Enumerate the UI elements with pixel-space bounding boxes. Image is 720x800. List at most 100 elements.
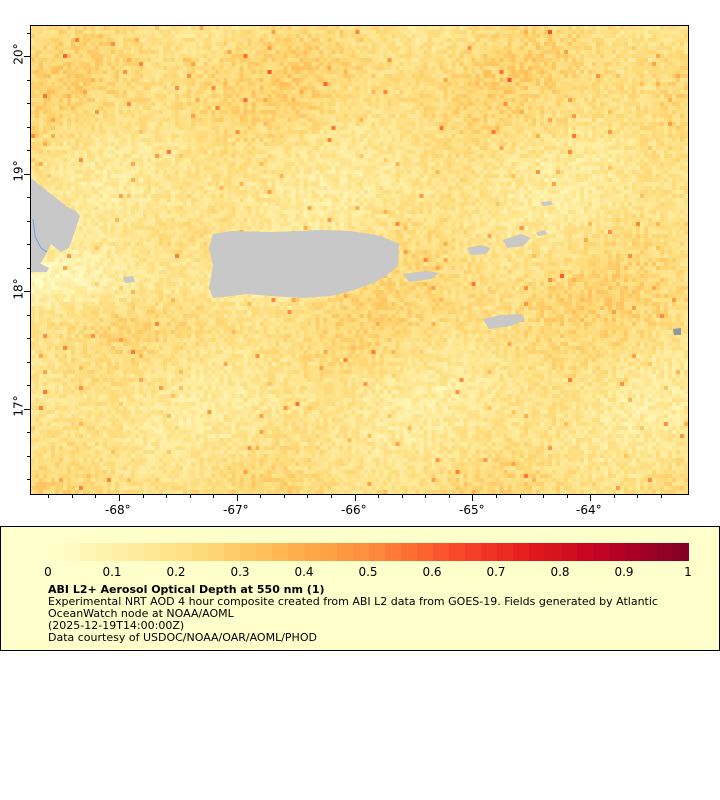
axis-tick xyxy=(449,494,450,498)
colorbar-segment xyxy=(112,543,129,561)
colorbar-segment xyxy=(256,543,273,561)
legend-time: (2025-12-19T14:00:00Z) xyxy=(48,619,185,632)
axis-tick xyxy=(661,494,662,498)
colorbar-segment xyxy=(144,543,161,561)
land-hispaniola xyxy=(31,178,80,268)
colorbar-segment xyxy=(673,543,690,561)
colorbar-segment xyxy=(561,543,578,561)
colorbar-tick-label: 0.8 xyxy=(550,565,570,579)
land-hispaniola-south xyxy=(31,262,49,272)
lon-tick-label: -65° xyxy=(459,503,485,517)
land-anegada xyxy=(541,201,553,206)
colorbar-segment xyxy=(224,543,241,561)
lon-tick-label: -66° xyxy=(341,503,367,517)
lat-tick-label: 18° xyxy=(11,278,26,300)
legend-title: ABI L2+ Aerosol Optical Depth at 550 nm … xyxy=(48,583,325,596)
colorbar-tick-label: 0.4 xyxy=(294,565,314,579)
axis-tick xyxy=(27,385,31,386)
land-vieques xyxy=(403,271,439,282)
axis-tick xyxy=(24,291,31,292)
colorbar-segment xyxy=(304,543,321,561)
axis-tick xyxy=(27,244,31,245)
legend-panel: 0 0.1 0.2 0.3 0.4 0.5 0.6 0.7 0.8 0.9 1 ABI L2+ Ae… xyxy=(0,526,720,651)
axis-tick xyxy=(27,456,31,457)
axis-tick xyxy=(27,127,31,128)
colorbar-segment xyxy=(80,543,97,561)
colorbar-segment xyxy=(480,543,497,561)
colorbar-segment xyxy=(368,543,385,561)
axis-tick xyxy=(27,315,31,316)
colorbar-tick-label: 0.1 xyxy=(102,565,122,579)
colorbar xyxy=(48,543,690,561)
axis-tick xyxy=(307,494,308,498)
colorbar-tick-label: 0.3 xyxy=(230,565,250,579)
lat-tick-label: 19° xyxy=(11,160,26,182)
colorbar-segment xyxy=(625,543,642,561)
colorbar-segment xyxy=(609,543,626,561)
colorbar-segment xyxy=(416,543,433,561)
axis-tick xyxy=(166,494,167,498)
axis-tick xyxy=(48,494,49,498)
land-mona xyxy=(123,276,135,283)
axis-tick xyxy=(72,494,73,498)
lon-tick-label: -68° xyxy=(105,503,131,517)
colorbar-segment xyxy=(448,543,465,561)
axis-tick xyxy=(260,494,261,498)
legend-credit: Data courtesy of USDOC/NOAA/OAR/AOML/PHO… xyxy=(48,631,317,644)
colorbar-segment xyxy=(48,543,65,561)
axis-tick xyxy=(24,409,31,410)
axis-tick xyxy=(27,362,31,363)
colorbar-segment xyxy=(528,543,545,561)
axis-tick xyxy=(24,174,31,175)
colorbar-segment xyxy=(192,543,209,561)
lon-tick-label: -67° xyxy=(223,503,249,517)
axis-tick xyxy=(496,494,497,498)
axis-tick xyxy=(637,494,638,498)
axis-tick xyxy=(27,221,31,222)
legend-description: Experimental NRT AOD 4 hour composite cr… xyxy=(48,595,658,608)
axis-tick xyxy=(213,494,214,498)
colorbar-segment xyxy=(176,543,193,561)
colorbar-segment xyxy=(208,543,225,561)
colorbar-tick-label: 0.6 xyxy=(422,565,442,579)
axis-tick xyxy=(27,268,31,269)
colorbar-segment xyxy=(352,543,369,561)
axis-tick xyxy=(567,494,568,498)
land-mask xyxy=(31,178,681,335)
colorbar-segment xyxy=(577,543,594,561)
axis-tick xyxy=(331,494,332,498)
colorbar-segment xyxy=(496,543,513,561)
colorbar-segment xyxy=(641,543,658,561)
land-virgin-islands-2 xyxy=(503,234,531,248)
land-anguilla xyxy=(673,328,681,335)
lat-tick-label: 17° xyxy=(11,395,26,417)
axis-tick xyxy=(520,494,521,498)
axis-tick xyxy=(237,494,238,501)
colorbar-segment xyxy=(432,543,449,561)
axis-tick xyxy=(27,33,31,34)
axis-tick xyxy=(190,494,191,498)
land-puerto-rico xyxy=(209,230,399,298)
colorbar-segment xyxy=(128,543,145,561)
axis-tick xyxy=(143,494,144,498)
axis-tick xyxy=(27,103,31,104)
colorbar-segment xyxy=(96,543,113,561)
axis-tick xyxy=(24,56,31,57)
axis-tick xyxy=(590,494,591,501)
axis-tick xyxy=(284,494,285,498)
axis-tick xyxy=(543,494,544,498)
colorbar-tick-label: 0 xyxy=(44,565,52,579)
colorbar-tick-label: 0.5 xyxy=(358,565,378,579)
axis-tick xyxy=(472,494,473,501)
axis-tick xyxy=(27,197,31,198)
legend-description-cont: OceanWatch node at NOAA/AOML xyxy=(48,607,234,620)
axis-tick xyxy=(27,150,31,151)
axis-tick xyxy=(27,479,31,480)
colorbar-tick-label: 0.9 xyxy=(614,565,634,579)
colorbar-tick-label: 0.2 xyxy=(166,565,186,579)
colorbar-segment xyxy=(288,543,305,561)
lon-tick-label: -64° xyxy=(576,503,602,517)
map-plot-area xyxy=(30,25,689,495)
axis-tick xyxy=(425,494,426,498)
colorbar-segment xyxy=(384,543,401,561)
